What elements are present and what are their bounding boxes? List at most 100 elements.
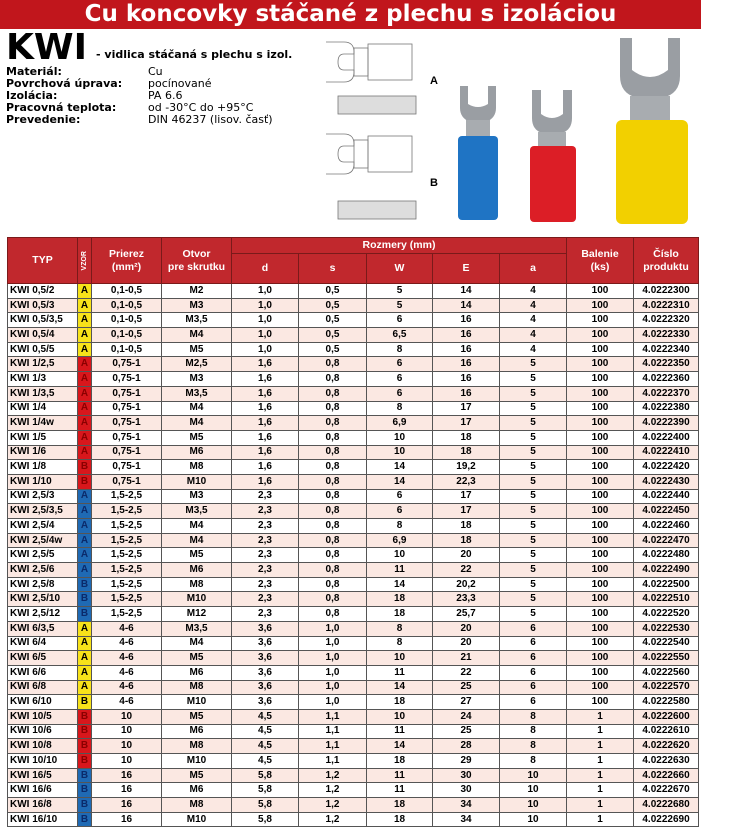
cell-w: 8 [366,635,433,652]
cell-d: 1,0 [231,341,299,358]
cell-typ: KWI 16/6 [7,782,78,799]
cell-a: 5 [499,488,567,505]
cell-prierez: 1,5-2,5 [91,503,162,519]
page-title: Cu koncovky stáčané z plechu s izoláciou [0,0,701,29]
cell-prierez: 0,1-0,5 [91,327,162,343]
cell-e: 14 [432,283,500,299]
cell-balenie: 100 [566,591,634,608]
spec-row: Pracovná teplota: od -30°C do +95°C [6,102,273,114]
cell-a: 5 [499,400,567,417]
cell-s: 0,8 [298,488,367,505]
cell-vzor: A [77,503,92,519]
cell-e: 18 [432,429,500,446]
table-row: KWI 1/4 A 0,75-1 M4 1,6 0,8 8 17 5 100 4.0222380 [7,400,699,417]
cell-typ: KWI 1/3 [7,371,78,387]
cell-balenie: 100 [566,444,634,461]
cell-balenie: 1 [566,797,634,813]
cell-prierez: 0,75-1 [91,459,162,475]
cell-s: 1,0 [298,650,367,666]
cell-a: 6 [499,694,567,710]
cell-balenie: 100 [566,635,634,652]
cell-a: 10 [499,811,567,827]
cell-s: 0,8 [298,415,367,431]
cell-w: 6 [366,371,433,387]
table-row: KWI 6/4 A 4-6 M4 3,6 1,0 8 20 6 100 4.0222540 [7,635,699,652]
cell-s: 0,8 [298,562,367,578]
cell-vzor: A [77,356,92,373]
cell-w: 11 [366,782,433,799]
cell-cislo: 4.0222370 [633,385,699,402]
cell-s: 1,0 [298,620,367,637]
cell-a: 5 [499,473,567,490]
cell-typ: KWI 16/10 [7,811,78,827]
cell-d: 1,0 [231,327,299,343]
cell-a: 5 [499,562,567,578]
cell-typ: KWI 1/3,5 [7,385,78,402]
cell-d: 5,8 [231,782,299,799]
cell-vzor: B [77,723,92,740]
table-row: KWI 1/8 B 0,75-1 M8 1,6 0,8 14 19,2 5 100 4.022242… [7,459,699,475]
cell-cislo: 4.0222310 [633,297,699,314]
cell-d: 3,6 [231,635,299,652]
cell-balenie: 100 [566,459,634,475]
cell-cislo: 4.0222540 [633,635,699,652]
cell-s: 1,2 [298,797,367,813]
drawing-label-a: A [430,75,438,87]
cell-w: 11 [366,723,433,740]
cell-a: 5 [499,576,567,593]
cell-typ: KWI 2,5/4w [7,532,78,549]
cell-typ: KWI 0,5/3 [7,297,78,314]
cell-typ: KWI 0,5/3,5 [7,312,78,329]
cell-e: 24 [432,708,500,725]
header-w: W [366,253,433,284]
cell-otvor: M4 [161,635,232,652]
cell-prierez: 10 [91,708,162,725]
cell-e: 18 [432,518,500,534]
table-row: KWI 10/10 B 10 M10 4,5 1,1 18 29 8 1 4.0222630 [7,753,699,769]
product-subtitle: - vidlica stáčaná s plechu s izol. [96,48,293,61]
cell-a: 4 [499,297,567,314]
cell-vzor: A [77,488,92,505]
spec-row: Povrchová úprava: pocínované [6,78,273,90]
cell-a: 5 [499,356,567,373]
table-row: KWI 6/10 B 4-6 M10 3,6 1,0 18 27 6 100 4.0222580 [7,694,699,710]
cell-d: 1,6 [231,356,299,373]
cell-d: 5,8 [231,811,299,827]
cell-e: 17 [432,488,500,505]
cell-w: 14 [366,738,433,754]
cell-e: 21 [432,650,500,666]
cell-e: 34 [432,797,500,813]
cell-cislo: 4.0222350 [633,356,699,373]
cell-vzor: A [77,650,92,666]
header-typ: TYP [7,237,78,284]
cell-typ: KWI 10/5 [7,708,78,725]
cell-balenie: 100 [566,576,634,593]
cell-typ: KWI 2,5/3 [7,488,78,505]
cell-w: 6 [366,503,433,519]
cell-balenie: 1 [566,782,634,799]
cell-w: 6,9 [366,415,433,431]
cell-w: 6,5 [366,327,433,343]
cell-balenie: 100 [566,341,634,358]
cell-e: 25 [432,723,500,740]
cell-vzor: B [77,811,92,827]
cell-e: 17 [432,415,500,431]
cell-prierez: 0,1-0,5 [91,341,162,358]
cell-prierez: 0,75-1 [91,400,162,417]
technical-drawing: A B [326,41,438,220]
cell-d: 2,3 [231,488,299,505]
cell-d: 3,6 [231,694,299,710]
cell-d: 2,3 [231,518,299,534]
cell-a: 5 [499,459,567,475]
cell-typ: KWI 2,5/5 [7,547,78,564]
cell-prierez: 10 [91,738,162,754]
spec-label: Pracovná teplota: [6,101,117,114]
cell-e: 17 [432,503,500,519]
cell-typ: KWI 2,5/4 [7,518,78,534]
cell-typ: KWI 6/6 [7,664,78,681]
cell-cislo: 4.0222440 [633,488,699,505]
table-row: KWI 16/8 B 16 M8 5,8 1,2 18 34 10 1 4.0222680 [7,797,699,813]
header-d: d [231,253,299,284]
cell-d: 1,0 [231,283,299,299]
cell-cislo: 4.0222390 [633,415,699,431]
